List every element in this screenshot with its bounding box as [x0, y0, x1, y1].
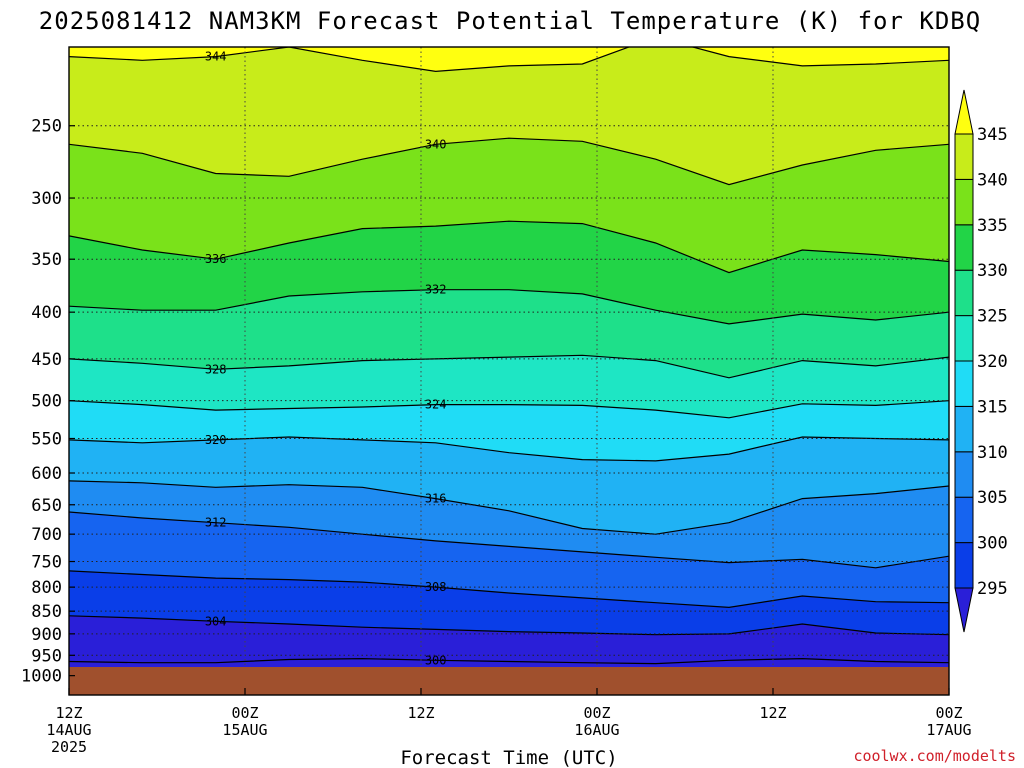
- colorbar-label: 325: [977, 307, 1008, 327]
- x-tick-label: 16AUG: [574, 721, 619, 739]
- credit-text: coolwx.com/modelts: [853, 747, 1016, 765]
- colorbar-label: 300: [977, 534, 1008, 554]
- x-axis-label: Forecast Time (UTC): [400, 747, 617, 768]
- colorbar-label: 320: [977, 352, 1008, 372]
- x-tick-label: 12Z: [759, 704, 786, 722]
- colorbar-swatch: [954, 315, 974, 362]
- plot-frame: [68, 46, 950, 696]
- y-tick-label: 850: [31, 602, 62, 622]
- contour-line-316: [69, 480, 949, 535]
- y-tick-label: 450: [31, 350, 62, 370]
- colorbar-label: 335: [977, 216, 1008, 236]
- colorbar-label: 310: [977, 443, 1008, 463]
- y-tick-label: 750: [31, 553, 62, 573]
- contour-label-344: 344: [205, 50, 227, 64]
- x-tick-label: 00Z: [935, 704, 962, 722]
- contour-line-320: [69, 436, 949, 462]
- y-tick-label: 250: [31, 117, 62, 137]
- colorbar-label: 315: [977, 397, 1008, 417]
- y-tick-label: 600: [31, 464, 62, 484]
- y-tick-label: 700: [31, 525, 62, 545]
- x-tick-label: 00Z: [231, 704, 258, 722]
- colorbar: 295 300 305 310 315 320 325 330 335 340 345: [954, 89, 1008, 633]
- x-tick-label: 2025: [51, 738, 87, 756]
- y-tick-label: 400: [31, 303, 62, 323]
- y-tick-label: 800: [31, 578, 62, 598]
- chart-title: 2025081412 NAM3KM Forecast Potential Tem…: [39, 7, 981, 35]
- band-below-304: [69, 615, 949, 667]
- contour-labels: 344 340 336 332 328 324 320 316 312 308 304 300: [205, 50, 447, 668]
- colorbar-label: 340: [977, 170, 1008, 190]
- contour-line-328: [69, 354, 949, 379]
- contour-label-328: 328: [205, 362, 227, 376]
- colorbar-low-arrow: [954, 587, 974, 633]
- y-tick-label: 550: [31, 429, 62, 449]
- y-tick-label: 300: [31, 189, 62, 209]
- colorbar-high-arrow: [954, 89, 974, 135]
- contour-line-340: [69, 137, 949, 186]
- y-tick-label: 950: [31, 646, 62, 666]
- y-axis: 250 300 350 400 450 500 550 600 650 700 750 800 850 9…: [21, 117, 75, 687]
- contour-line-304: [69, 615, 949, 636]
- contour-label-324: 324: [425, 398, 447, 412]
- contour-line-324: [69, 400, 949, 419]
- colorbar-swatch: [954, 451, 974, 498]
- contour-line-344: [69, 47, 949, 73]
- colorbar-swatch: [954, 542, 974, 589]
- colorbar-swatch: [954, 133, 974, 180]
- contour-line-300: [69, 657, 949, 665]
- contour-line-332: [69, 289, 949, 325]
- contour-label-308: 308: [425, 580, 447, 594]
- colorbar-swatch: [954, 224, 974, 271]
- colorbar-swatch: [954, 496, 974, 544]
- colorbar-label: 330: [977, 261, 1008, 281]
- contour-label-312: 312: [205, 516, 227, 530]
- y-tick-label: 900: [31, 625, 62, 645]
- y-tick-label: 350: [31, 250, 62, 270]
- x-tick-label: 12Z: [407, 704, 434, 722]
- contour-label-300: 300: [425, 653, 447, 667]
- ground-below-surface: [69, 667, 949, 695]
- y-tick-label: 1000: [21, 667, 62, 687]
- x-tick-label: 17AUG: [926, 721, 971, 739]
- y-tick-label: 650: [31, 496, 62, 516]
- contour-line-308: [69, 570, 949, 609]
- contour-label-304: 304: [205, 614, 227, 628]
- contour-label-336: 336: [205, 252, 227, 266]
- x-tick-label: 12Z: [55, 704, 82, 722]
- colorbar-swatch: [954, 405, 974, 453]
- contour-label-340: 340: [425, 137, 447, 151]
- x-tick-label: 14AUG: [46, 721, 91, 739]
- contour-label-332: 332: [425, 283, 447, 297]
- x-tick-label: 15AUG: [222, 721, 267, 739]
- colorbar-label: 345: [977, 125, 1008, 145]
- colorbar-label: 305: [977, 488, 1008, 508]
- contour-label-320: 320: [205, 433, 227, 447]
- filled-contours: [69, 47, 949, 667]
- contour-lines: [69, 47, 949, 665]
- y-tick-label: 500: [31, 392, 62, 412]
- contour-label-316: 316: [425, 492, 447, 506]
- contour-line-312: [69, 511, 949, 569]
- contour-line-336: [69, 220, 949, 274]
- colorbar-swatch: [954, 178, 974, 226]
- colorbar-swatch: [954, 360, 974, 407]
- colorbar-swatch: [954, 269, 974, 317]
- colorbar-label: 295: [977, 579, 1008, 599]
- x-tick-label: 00Z: [583, 704, 610, 722]
